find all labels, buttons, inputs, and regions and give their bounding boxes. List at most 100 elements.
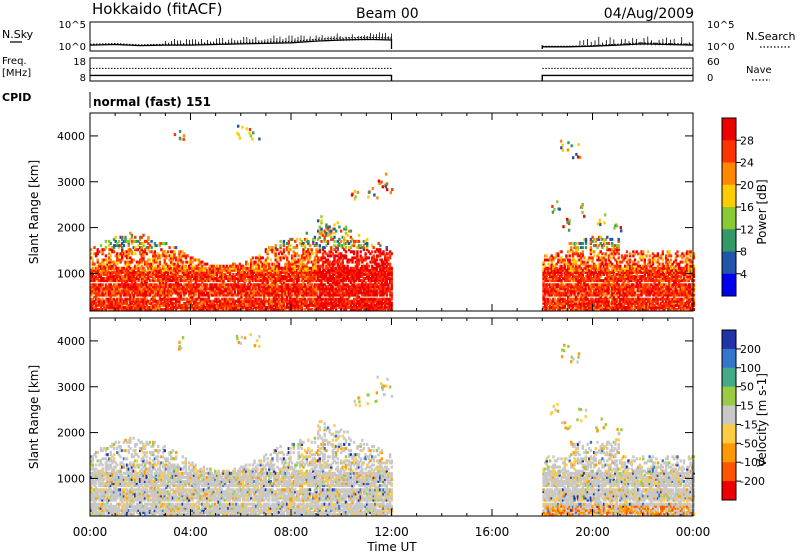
power-cell <box>125 287 129 291</box>
power-cell <box>346 283 349 287</box>
power-cell <box>385 248 388 252</box>
power-cell <box>341 264 344 268</box>
power-cell <box>207 275 210 278</box>
power-cell <box>129 303 132 307</box>
power-cell <box>246 283 250 287</box>
power-cell <box>132 285 135 289</box>
power-cell <box>558 308 562 311</box>
power-cell <box>302 248 305 252</box>
power-cell <box>163 295 166 299</box>
power-cell <box>248 275 251 278</box>
power-cell <box>223 266 227 270</box>
power-cell <box>312 299 315 303</box>
power-cell <box>160 303 163 307</box>
power-cell <box>248 299 251 303</box>
power-cell <box>223 285 227 289</box>
power-cell <box>171 262 175 266</box>
power-cell <box>90 248 93 252</box>
power-cell <box>171 254 175 258</box>
power-cell <box>219 277 222 281</box>
power-cell <box>199 291 202 295</box>
power-cell <box>246 262 250 266</box>
power-cell <box>114 287 117 291</box>
power-cell <box>130 305 134 309</box>
power-cell <box>308 301 312 305</box>
power-cell <box>583 266 586 270</box>
power-cell <box>596 291 599 295</box>
power-cell <box>547 277 550 281</box>
power-cell <box>209 264 212 268</box>
power-cell <box>122 291 126 295</box>
power-cell <box>155 283 158 287</box>
power-cell <box>328 287 331 291</box>
power-cell <box>259 285 263 289</box>
power-cell <box>124 297 127 301</box>
power-cell <box>178 303 181 307</box>
power-cell <box>593 262 596 266</box>
power-cell <box>91 258 94 262</box>
power-cell <box>384 287 387 291</box>
power-cell <box>143 293 147 297</box>
power-cell <box>237 299 240 303</box>
power-cell <box>254 303 258 307</box>
power-cell <box>228 279 232 283</box>
power-cell <box>348 229 351 233</box>
power-cell <box>379 244 382 248</box>
power-cell <box>263 285 266 289</box>
power-cell <box>338 305 341 309</box>
power-cell <box>209 277 212 281</box>
power-cell <box>106 268 109 272</box>
power-cell <box>171 258 175 262</box>
power-cell <box>202 266 206 270</box>
power-cell <box>134 308 137 311</box>
power-cell <box>281 266 284 270</box>
power-cell <box>166 297 170 301</box>
power-cell <box>237 293 240 297</box>
power-cell <box>390 283 393 287</box>
power-cell <box>186 275 189 278</box>
power-cell <box>330 254 333 258</box>
power-cell <box>142 285 145 289</box>
power-cell <box>548 270 552 274</box>
power-cell <box>550 289 553 293</box>
power-cell <box>178 275 181 278</box>
power-cell <box>174 299 178 303</box>
power-cell <box>99 301 103 305</box>
power-cell <box>320 281 323 285</box>
power-cell <box>214 305 217 309</box>
power-cell <box>553 303 557 307</box>
power-cell <box>188 303 191 307</box>
power-cell <box>269 268 272 272</box>
power-cell <box>139 235 142 239</box>
power-cell <box>571 291 575 295</box>
power-cell <box>109 303 112 307</box>
power-cell <box>558 258 562 262</box>
power-cell <box>248 268 251 272</box>
power-cell <box>222 279 225 283</box>
power-cell <box>109 291 112 295</box>
power-cell <box>349 272 353 276</box>
power-cell <box>333 231 336 235</box>
power-cell <box>362 239 366 243</box>
power-cell <box>204 266 207 270</box>
power-cell <box>189 281 192 285</box>
power-cell <box>313 258 317 262</box>
power-cell <box>215 268 219 272</box>
power-cell <box>565 256 568 260</box>
power-cell <box>550 260 553 264</box>
power-cell <box>170 260 173 264</box>
power-cell <box>103 266 106 270</box>
power-cell <box>349 279 353 283</box>
power-data-field <box>90 124 695 311</box>
power-cell <box>330 266 333 270</box>
power-cell <box>268 299 271 303</box>
power-cell <box>287 291 290 295</box>
power-cell <box>223 308 227 311</box>
power-cell <box>588 256 591 260</box>
power-cell <box>352 256 356 260</box>
power-cell <box>223 272 227 276</box>
power-cell <box>589 268 593 272</box>
power-cell <box>343 285 346 289</box>
power-cell <box>302 250 305 254</box>
power-cell <box>245 299 248 303</box>
